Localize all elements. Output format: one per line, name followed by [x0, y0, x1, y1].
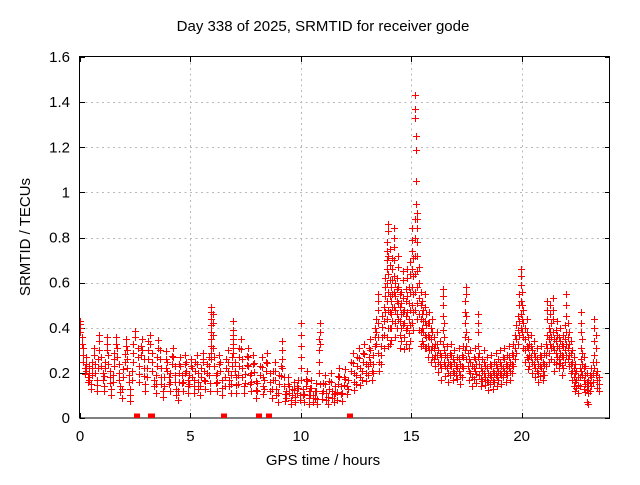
axis-ticks: [80, 57, 610, 419]
y-tick-label: 0.6: [49, 275, 70, 292]
x-tick-label: 15: [403, 428, 420, 445]
zero-value-marker: [150, 413, 155, 418]
chart-title: Day 338 of 2025, SRMTID for receiver god…: [177, 18, 470, 35]
plot-border: [79, 56, 610, 419]
y-tick-label: 1.2: [49, 139, 70, 156]
y-tick-label: 0: [62, 410, 70, 427]
zero-value-marker: [257, 413, 262, 418]
y-tick-labels: 0 0.2 0.4 0.6 0.8 1 1.2 1.4 1.6: [49, 49, 70, 427]
y-tick-label: 1.6: [49, 49, 70, 66]
scatter-series-SRMTID: [80, 92, 603, 408]
x-axis-label: GPS time / hours: [266, 452, 380, 469]
y-tick-label: 0.8: [49, 230, 70, 247]
zero-value-marker: [348, 413, 353, 418]
x-tick-label: 0: [76, 428, 84, 445]
y-tick-label: 1.4: [49, 94, 70, 111]
x-tick-label: 20: [513, 428, 530, 445]
x-tick-label: 5: [186, 428, 194, 445]
y-axis-label: SRMTID / TECUs: [17, 178, 34, 296]
x-tick-labels: 0 5 10 15 20: [76, 428, 530, 445]
y-tick-label: 1: [62, 184, 70, 201]
data-points: [80, 92, 603, 418]
zero-value-marker: [135, 413, 140, 418]
x-tick-label: 10: [292, 428, 309, 445]
y-tick-label: 0.2: [49, 365, 70, 382]
zero-value-marker: [267, 413, 272, 418]
gridlines: [80, 57, 610, 418]
zero-value-marker: [222, 413, 227, 418]
y-tick-label: 0.4: [49, 320, 70, 337]
